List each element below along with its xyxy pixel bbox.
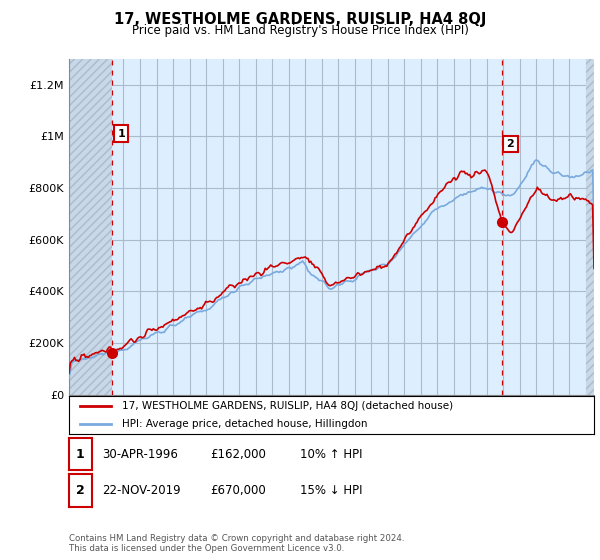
Text: 1: 1 [76,447,85,461]
Text: HPI: Average price, detached house, Hillingdon: HPI: Average price, detached house, Hill… [121,419,367,430]
Text: 17, WESTHOLME GARDENS, RUISLIP, HA4 8QJ (detached house): 17, WESTHOLME GARDENS, RUISLIP, HA4 8QJ … [121,401,452,411]
Bar [69,59,112,395]
Text: 2: 2 [76,484,85,497]
Text: 2: 2 [506,139,514,149]
Bar [586,59,600,395]
Text: Price paid vs. HM Land Registry's House Price Index (HPI): Price paid vs. HM Land Registry's House … [131,24,469,37]
Text: Contains HM Land Registry data © Crown copyright and database right 2024.
This d: Contains HM Land Registry data © Crown c… [69,534,404,553]
Text: 30-APR-1996: 30-APR-1996 [102,447,178,461]
Text: 15% ↓ HPI: 15% ↓ HPI [300,484,362,497]
Text: 17, WESTHOLME GARDENS, RUISLIP, HA4 8QJ: 17, WESTHOLME GARDENS, RUISLIP, HA4 8QJ [114,12,486,27]
Text: 1: 1 [118,129,125,139]
Text: £670,000: £670,000 [210,484,266,497]
Text: £162,000: £162,000 [210,447,266,461]
Text: 22-NOV-2019: 22-NOV-2019 [102,484,181,497]
Text: 10% ↑ HPI: 10% ↑ HPI [300,447,362,461]
